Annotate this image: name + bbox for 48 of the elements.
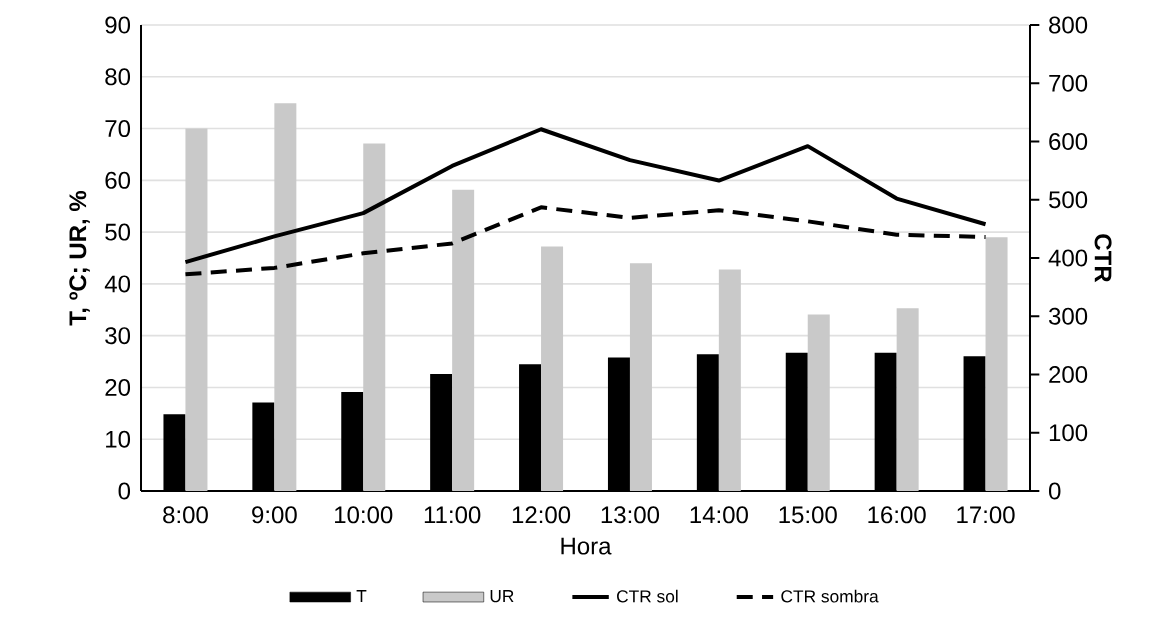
legend-label: T (356, 590, 367, 603)
bar (629, 263, 652, 491)
x-axis-title: Hora (561, 537, 612, 555)
bar (452, 189, 475, 491)
x-tick-label: 15:00 (779, 506, 837, 524)
x-tick-label: 8:00 (163, 506, 208, 524)
y-tick-label: 90 (105, 16, 131, 34)
y2-tick-label: 0 (1048, 482, 1061, 500)
legend-label: CTR sol (617, 589, 678, 603)
legend-label: UR (490, 590, 514, 603)
x-tick-label: 13:00 (601, 506, 660, 524)
y2-tick-label: 300 (1048, 307, 1088, 325)
x-tick-label: 16:00 (868, 506, 926, 524)
bar (185, 128, 208, 491)
y-tick-label: 20 (105, 378, 131, 396)
line-series (183, 205, 988, 277)
bar (363, 143, 386, 491)
y-tick-label: 50 (105, 223, 131, 241)
y2-tick-label: 400 (1048, 249, 1088, 267)
y-tick-label: 80 (105, 68, 131, 86)
x-tick-label: 14:00 (690, 506, 748, 524)
x-tick-label: 10:00 (335, 506, 393, 524)
y-axis-title: T, ºC; UR, % (69, 190, 90, 326)
y-tick-label: 30 (105, 327, 131, 345)
bar (985, 237, 1008, 491)
bar (896, 308, 919, 491)
bar (718, 269, 741, 491)
y-tick-label: 0 (118, 482, 131, 500)
y-tick-label: 70 (105, 120, 131, 138)
bar (274, 103, 297, 491)
line-series (183, 127, 988, 265)
y-tick-label: 60 (105, 171, 131, 189)
y2-tick-label: 200 (1049, 365, 1088, 383)
y2-axis-title: CTR (1094, 234, 1112, 283)
y2-tick-label: 500 (1049, 191, 1088, 209)
x-tick-label: 12:00 (512, 506, 571, 524)
y-tick-label: 10 (106, 430, 131, 448)
y2-tick-label: 800 (1049, 16, 1088, 34)
y2-tick-label: 700 (1049, 74, 1088, 92)
y2-tick-label: 600 (1049, 132, 1088, 150)
bar (807, 314, 830, 491)
x-tick-label: 11:00 (424, 506, 481, 524)
bar (541, 246, 564, 491)
x-tick-label: 17:00 (957, 506, 1015, 524)
y2-tick-label: 100 (1049, 424, 1088, 442)
legend-label: CTR sombra (781, 589, 879, 603)
x-tick-label: 9:00 (252, 506, 297, 524)
y-tick-label: 40 (104, 275, 131, 293)
